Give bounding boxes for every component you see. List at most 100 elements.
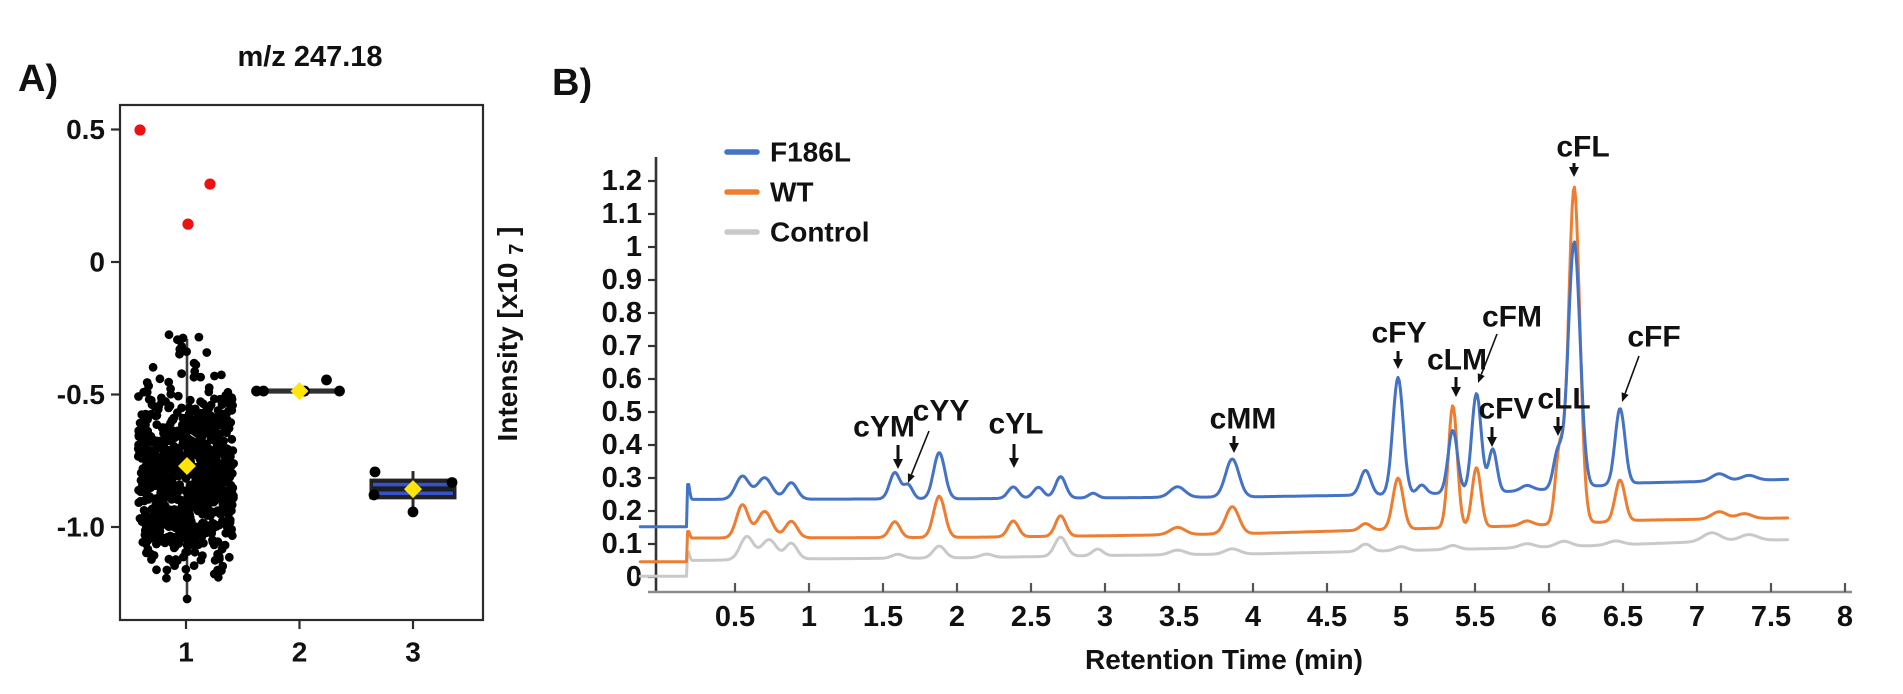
legend-item-wt: WT [724,177,814,208]
peak-arrow-head [1477,373,1485,383]
peak-label: cFM [1482,301,1542,334]
peak-annotation-cMM: cMM [1210,403,1277,453]
legend-label: Control [770,217,870,248]
x-tick-label: 1 [178,637,194,668]
peak-annotation-cFM: cFM [1477,301,1542,383]
peak-label: cFL [1556,131,1609,164]
panel-b: B) Retention Time (min) Intensity [x10 7… [492,62,1853,675]
y-tick-label: 0 [626,561,642,593]
y-tick-label: -0.5 [57,379,105,410]
peak-arrow-head [1393,359,1403,369]
panel-a-chart: 0.5 0 -0.5 -1.0 1 2 3 [57,103,485,668]
panel-b-chart: 00.10.20.30.40.50.60.70.80.911.11.20.5 1 1… [602,131,1853,634]
trace-control [638,531,1790,578]
peak-arrow-shaft [910,430,930,475]
x-tick-label: 5 [1393,601,1409,633]
y-tick-label: 0.2 [602,495,642,527]
x-tick-label: 4 [1245,601,1261,633]
panel-a-title: m/z 247.18 [237,41,382,73]
x-tick-label: 2 [292,637,308,668]
y-tick-label: 1.1 [602,198,642,230]
x-tick-label: 7 [1689,601,1705,633]
x-tick-label: 1 [801,601,817,633]
peak-label: cYM [853,411,915,444]
panel-a: A) m/z 247.18 0.5 0 -0.5 -1.0 1 2 3 [18,41,485,668]
peak-arrow-head [1229,443,1239,453]
red-outlier-point [204,178,216,190]
group3-point [407,506,419,518]
x-tick-label: 3 [1097,601,1113,633]
trace-f186l [638,240,1790,529]
y-tick-label: 0.6 [602,363,642,395]
x-tick-label: 3.5 [1159,601,1199,633]
peak-arrow-head [1487,437,1497,447]
y-axis-label-sub: 7 [506,244,528,255]
plot-frame [118,103,485,622]
x-tick-label: 8 [1837,601,1853,633]
x-tick-label: 6.5 [1603,601,1643,633]
y-tick-label: 1.2 [602,165,642,197]
peak-annotation-cLM: cLM [1427,344,1487,397]
x-tick-label: 0.5 [715,601,755,633]
y-tick-label: 0.7 [602,330,642,362]
peak-annotation-cLL: cLL [1537,383,1591,436]
y-tick-label: 0.9 [602,264,642,296]
peak-label: cYY [913,395,970,428]
mean-diamond [290,382,309,401]
x-tick-label: 7.5 [1751,601,1791,633]
y-tick-label: 0.5 [66,114,105,145]
y-axis-label-prefix: Intensity [x10 [492,263,523,442]
group2-point [258,385,269,397]
peak-arrow-shaft [1480,333,1498,375]
peak-annotation-cFF: cFF [1621,321,1681,402]
group2-point [321,374,332,386]
peak-arrow-head [893,459,903,469]
group2-point [334,385,345,397]
red-outlier-point [182,218,194,230]
legend-item-f186l: F186L [724,137,851,168]
peak-label: cLM [1427,344,1487,377]
peak-annotation-cFL: cFL [1556,131,1610,177]
peak-label: cMM [1210,403,1277,436]
peak-arrow-head [1009,458,1019,468]
x-tick-label: 2 [949,601,965,633]
panel-b-letter: B) [552,62,592,104]
peak-arrow-head [1621,392,1629,402]
y-tick-label: 0.5 [602,396,642,428]
group3-point [369,466,381,478]
peak-annotation-cYM: cYM [853,411,915,469]
y-tick-label: 1 [626,231,642,263]
peak-annotation-cYY: cYY [907,395,970,483]
peak-label: cFY [1371,317,1426,350]
group3-point [368,489,380,501]
x-tick-label: 5.5 [1455,601,1495,633]
mean-diamond [178,457,196,476]
y-tick-label: 0.3 [602,462,642,494]
x-axis-label: Retention Time (min) [1085,644,1363,675]
x-tick-label: 3 [405,637,421,668]
peak-arrow-head [1553,426,1563,436]
red-outlier-point [134,124,146,136]
legend-item-control: Control [724,217,870,248]
peak-annotation-cFY: cFY [1371,317,1427,369]
x-tick-label: 6 [1541,601,1557,633]
y-tick-label: 0.4 [602,429,642,461]
peak-label: cLL [1537,383,1590,416]
peak-label: cYL [988,408,1043,441]
x-tick-label: 1.5 [863,601,903,633]
peak-arrow-head [1569,167,1579,177]
peak-arrow-shaft [1624,355,1640,394]
legend-label: WT [770,177,814,208]
x-tick-label: 2.5 [1011,601,1051,633]
panel-a-letter: A) [18,58,58,100]
peak-label: cFF [1627,321,1680,354]
y-tick-label: 0.1 [602,528,642,560]
y-axis-label-suffix: ] [492,227,523,236]
peak-arrow-head [907,473,915,483]
x-tick-label: 4.5 [1307,601,1347,633]
trace-wt [638,185,1790,564]
legend-label: F186L [770,137,851,168]
mean-diamond [404,480,422,499]
